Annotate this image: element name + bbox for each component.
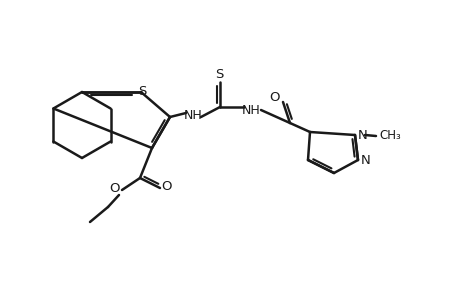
Text: CH₃: CH₃ [378,128,400,142]
Text: N: N [360,154,370,166]
Text: O: O [269,91,280,103]
Text: S: S [214,68,223,80]
Text: NH: NH [241,103,260,116]
Text: S: S [138,85,146,98]
Text: O: O [110,182,120,196]
Text: NH: NH [183,109,202,122]
Text: N: N [358,128,367,142]
Text: O: O [162,181,172,194]
